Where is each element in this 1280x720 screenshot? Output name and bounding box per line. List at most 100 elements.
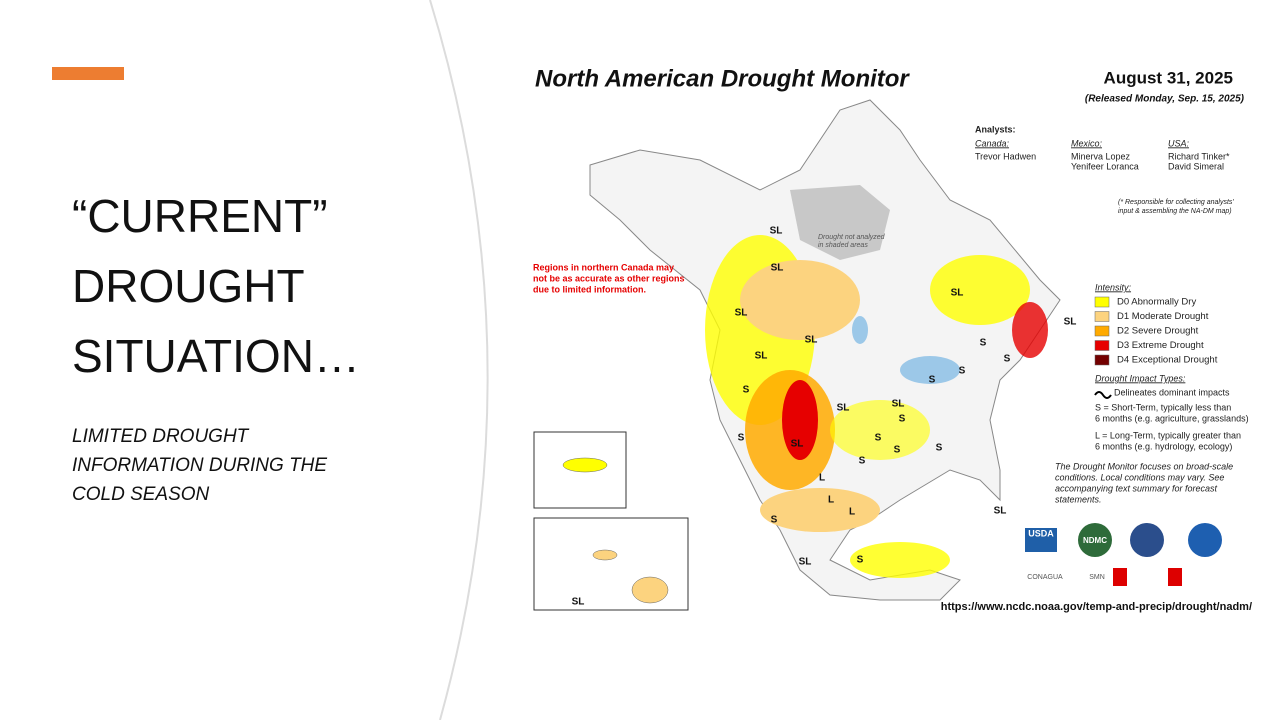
- drought-area: [740, 260, 860, 340]
- analysts-heading: Analysts:: [975, 124, 1016, 134]
- title-line: “CURRENT”: [72, 190, 328, 242]
- analyst-region: Mexico:: [1071, 138, 1103, 148]
- legend-label: D3 Extreme Drought: [1117, 340, 1204, 351]
- island: [562, 457, 608, 473]
- drought-area: [850, 542, 950, 578]
- legend-swatch: [1094, 296, 1110, 308]
- logo: [1188, 523, 1222, 557]
- impact-label: SL: [799, 557, 812, 568]
- impact-label: S: [899, 414, 906, 425]
- analyst-region: Canada:: [975, 138, 1010, 148]
- impact-label: S: [1004, 354, 1011, 365]
- legend-swatch: [1094, 325, 1110, 337]
- footnote: (* Responsible for collecting analysts': [1118, 199, 1234, 206]
- legend-label: D2 Severe Drought: [1117, 326, 1199, 337]
- footnote: input & assembling the NA-DM map): [1118, 208, 1232, 215]
- note-line: conditions. Local conditions may vary. S…: [1055, 472, 1224, 482]
- legend-label: D0 Abnormally Dry: [1117, 297, 1196, 308]
- impact-label: SL: [770, 226, 783, 237]
- impact-label: SL: [994, 506, 1007, 517]
- warning: due to limited information.: [533, 284, 646, 294]
- impact-label: S: [929, 375, 936, 386]
- drought-area: [760, 488, 880, 532]
- impact-label: SL: [892, 399, 905, 410]
- analyst-name: Richard Tinker*: [1168, 151, 1230, 161]
- legend-label: D4 Exceptional Drought: [1117, 355, 1218, 366]
- impact-label: S: [857, 555, 864, 566]
- map: [533, 99, 1061, 611]
- logo-text: CONAGUA: [1027, 574, 1063, 581]
- logo: [1168, 568, 1182, 586]
- impact-label: S: [980, 338, 987, 349]
- impact-symbol: [1094, 391, 1112, 399]
- impact-label: SL: [755, 351, 768, 362]
- impact-label: SL: [837, 403, 850, 414]
- impact-label: SL: [805, 335, 818, 346]
- legend-swatch: [1094, 354, 1110, 366]
- analyst-name: Yenifeer Loranca: [1071, 161, 1139, 171]
- analyst-name: David Simeral: [1168, 161, 1224, 171]
- legend-label: D1 Moderate Drought: [1117, 311, 1209, 322]
- impact-label: S: [875, 433, 882, 444]
- note-line: statements.: [1055, 494, 1102, 504]
- impact-label: S: [738, 433, 745, 444]
- impact-line: S = Short-Term, typically less than: [1095, 402, 1231, 412]
- island: [592, 549, 618, 561]
- impact-line: Delineates dominant impacts: [1114, 387, 1230, 397]
- note-line: accompanying text summary for forecast: [1055, 483, 1218, 493]
- logo-text: NDMC: [1083, 536, 1107, 545]
- logo: [1078, 523, 1112, 557]
- legend-swatch: [1094, 340, 1110, 351]
- warning: not be as accurate as other regions: [533, 273, 685, 283]
- impact-label: SL: [771, 263, 784, 274]
- impact-label: SL: [951, 288, 964, 299]
- map-date: August 31, 2025: [1104, 68, 1233, 87]
- subtitle-line: LIMITED DROUGHT: [72, 426, 250, 447]
- legend: D0 Abnormally Dry D1 Moderate Drought D2 S…: [1094, 296, 1218, 366]
- intensity-heading: Intensity:: [1095, 282, 1132, 292]
- logo-text: USDA: [1028, 528, 1054, 538]
- continent: [589, 99, 1061, 601]
- drought-area: [1012, 302, 1048, 358]
- impact-label: SL: [1064, 317, 1077, 328]
- impact-label: SL: [572, 597, 585, 608]
- not-analyzed-area: [790, 185, 890, 260]
- logo: [1025, 528, 1057, 552]
- impact-label: S: [936, 443, 943, 454]
- not-analyzed-note: Drought not analyzed: [818, 234, 886, 241]
- lake: [900, 356, 960, 384]
- impact-label: L: [819, 473, 825, 484]
- drought-area: [830, 400, 930, 460]
- logos: USDA NDMC CONAGUA SMN: [1025, 523, 1222, 586]
- subtitle-line: INFORMATION DURING THE: [72, 455, 327, 476]
- impact-label: S: [859, 456, 866, 467]
- analyst-region: USA:: [1168, 138, 1190, 148]
- logo: [1130, 523, 1164, 557]
- impact-line: 6 months (e.g. agriculture, grasslands): [1095, 413, 1249, 423]
- warning: Regions in northern Canada may: [533, 262, 674, 272]
- map-released: (Released Monday, Sep. 15, 2025): [1085, 94, 1245, 105]
- title-line: SITUATION…: [72, 330, 360, 382]
- map-title: North American Drought Monitor: [535, 65, 910, 92]
- impact-label: S: [959, 366, 966, 377]
- source-url: https://www.ncdc.noaa.gov/temp-and-preci…: [941, 601, 1252, 613]
- curve: [429, 0, 489, 720]
- not-analyzed-note: in shaded areas: [818, 242, 868, 249]
- island: [631, 576, 669, 604]
- legend-swatch: [1094, 311, 1110, 322]
- logo-text: SMN: [1089, 574, 1105, 581]
- note-line: The Drought Monitor focuses on broad-sca…: [1055, 461, 1233, 471]
- impact-line: L = Long-Term, typically greater than: [1095, 430, 1241, 440]
- impact-label: L: [828, 495, 834, 506]
- drought-area: [930, 255, 1030, 325]
- impact-heading: Drought Impact Types:: [1095, 373, 1186, 383]
- analyst-name: Trevor Hadwen: [975, 151, 1036, 161]
- lake: [852, 316, 868, 344]
- impact-label: S: [771, 515, 778, 526]
- logo: [1113, 568, 1127, 586]
- impact-label: S: [743, 385, 750, 396]
- subtitle-line: COLD SEASON: [72, 484, 210, 505]
